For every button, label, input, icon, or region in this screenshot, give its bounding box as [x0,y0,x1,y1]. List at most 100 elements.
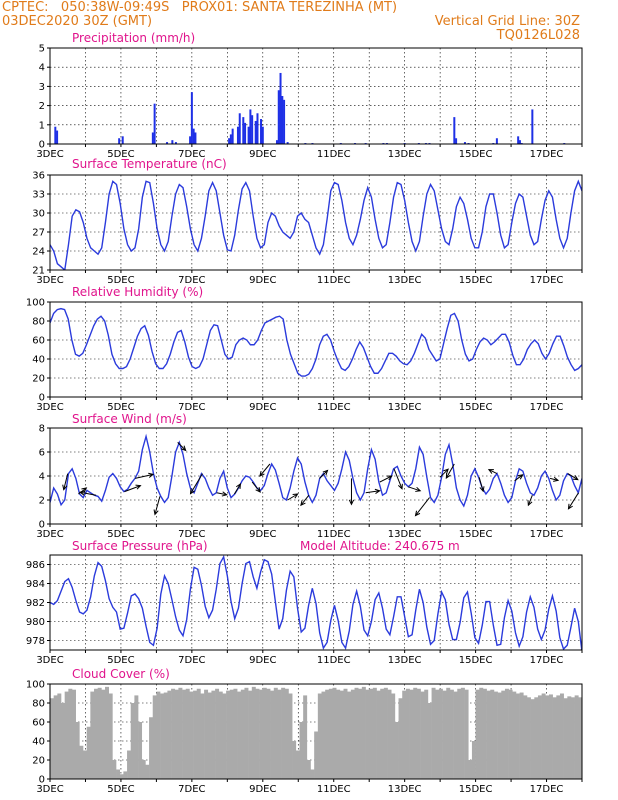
cloud-column [501,690,506,779]
rh-title: Relative Humidity (%) [72,285,203,299]
rh-xtick-label: 11DEC [317,402,351,413]
pressure-xtick-label: 17DEC [530,655,564,666]
cloud-xtick-label: 11DEC [317,784,351,795]
precip-bar [236,126,239,144]
cloud-column [284,688,289,779]
pressure-xtick-label: 9DEC [249,655,276,666]
precip-bar [518,140,521,144]
wind-arrow [415,497,430,516]
cloud-column [508,689,513,779]
cloud-column [545,695,550,779]
precip-bar [229,134,232,144]
cloud-column [108,693,113,779]
cloud-column [372,687,377,779]
wind-arrow [393,468,403,489]
pressure-xtick-label: 13DEC [388,655,422,666]
cloud-column [90,691,95,779]
cloud-frame [49,683,583,780]
cloud-column [442,690,447,779]
cloud-column [464,689,469,779]
precip-bar [244,122,247,144]
wind-arrow-head [445,472,451,479]
cloud-column [306,760,311,779]
cloud-column [387,689,392,779]
cloud-column [563,698,568,779]
temp-ytick-label: 30 [32,209,45,220]
cloud-column [266,688,271,779]
wind-ytick-label: 4 [39,472,45,483]
cloud-column [72,689,76,779]
wind-arrow-head [517,474,524,480]
pressure-xtick-label: 3DEC [36,655,63,666]
wind-arrow-head [415,486,422,492]
temp-ytick-label: 21 [32,266,45,277]
cloud-column [94,688,98,779]
cloud-column [398,698,403,779]
wind-arrow [439,468,449,478]
precip-bar [249,109,252,144]
cloud-column [226,690,231,779]
temp-ytick-label: 36 [32,171,45,182]
temp-xtick-label: 11DEC [317,275,351,286]
cloud-column [248,690,253,779]
cloud-column [251,686,256,779]
cloud-column [182,689,187,779]
cloud-column [361,686,366,779]
header-grid-info: Vertical Grid Line: 30Z [434,14,580,29]
rh-xtick-label: 9DEC [249,402,276,413]
temp-xtick-label: 13DEC [388,275,422,286]
pressure-title: Surface Pressure (hPa) [72,539,208,553]
precip-xtick-label: 13DEC [388,149,422,160]
cloud-column [339,690,344,779]
wind-xtick-label: 9DEC [249,529,276,540]
cloud-column [534,697,539,779]
header-run-date: 03DEC2020 30Z (GMT) [2,14,153,29]
wind-arrow [78,487,87,495]
cloud-column [394,722,399,779]
cloud-column [310,769,315,779]
temp-ytick-label: 27 [32,228,45,239]
precip-bar [118,138,121,144]
wind-arrow-head [572,475,579,481]
cloud-ytick-label: 20 [32,756,45,767]
cloud-column [174,689,179,779]
wind-xtick-label: 7DEC [178,529,205,540]
wind-arrow-head [292,493,299,499]
cloud-column [79,745,84,779]
precip-ytick-label: 5 [39,44,45,55]
cloud-column [519,692,524,779]
cloud-column [570,697,575,779]
rh-ytick-label: 0 [39,393,45,404]
cloud-column [548,694,553,779]
wind-arrow [177,442,187,451]
wind-arrow-head [479,486,485,493]
precip-xtick-label: 7DEC [178,149,205,160]
rh-xtick-label: 7DEC [178,402,205,413]
precip-bar [251,115,254,144]
cloud-column [237,691,242,779]
temp-series-line [50,179,582,270]
rh-xtick-label: 5DEC [107,402,134,413]
precip-bar [277,90,280,144]
wind-arrow [365,490,380,494]
wind-arrow-head [62,484,68,491]
wind-arrow-head [221,491,228,497]
cloud-column [145,764,150,779]
wind-arrow [514,474,523,482]
rh-xtick-label: 3DEC [36,402,63,413]
cloud-column [163,692,168,779]
cloud-column [537,695,542,779]
wind-arrow-head [180,445,187,452]
wind-arrow-head [348,499,355,506]
precip-bar [56,130,59,144]
wind-arrow-head [300,500,306,507]
wind-xtick-label: 13DEC [388,529,422,540]
wind-arrow-head [386,475,393,481]
wind-arrow [567,473,579,481]
precip-bar [256,113,259,144]
pressure-xtick-label: 5DEC [107,655,134,666]
cloud-column [446,687,451,779]
cloud-column [559,693,564,779]
wind-arrow [233,483,241,495]
wind-arrow-head [322,469,329,476]
